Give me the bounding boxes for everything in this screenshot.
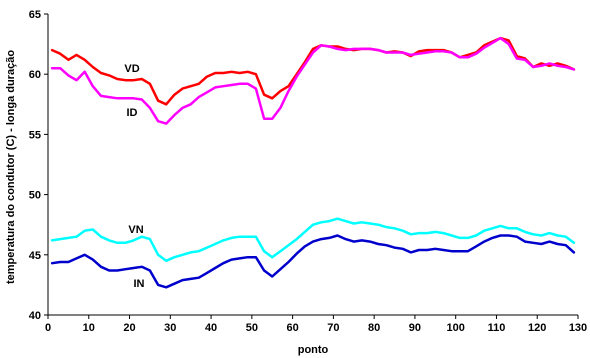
x-tick-label: 110: [488, 322, 506, 334]
x-tick-label: 40: [205, 322, 217, 334]
series-line-vn: [50, 217, 576, 263]
y-tick-label: 50: [29, 190, 41, 202]
x-axis: 0 10 20 30 40 50 60 70 80 90 100 110 120 130: [45, 314, 587, 334]
series-line-vd: [50, 36, 576, 106]
series-labels: VD ID VN IN: [124, 63, 144, 290]
series-label-vn: VN: [128, 224, 143, 236]
x-tick-label: 30: [164, 322, 176, 334]
y-tick-label: 55: [29, 129, 41, 141]
x-tick-label: 10: [83, 322, 95, 334]
series-label-vd: VD: [124, 63, 139, 75]
x-axis-title: ponto: [298, 344, 329, 356]
x-tick-label: 20: [123, 322, 135, 334]
y-tick-label: 60: [29, 69, 41, 81]
y-tick-label: 65: [29, 9, 41, 21]
series-layer: [50, 36, 576, 289]
x-tick-label: 100: [447, 322, 465, 334]
x-tick-label: 90: [409, 322, 421, 334]
x-tick-label: 0: [45, 322, 51, 334]
x-tick-label: 130: [569, 322, 587, 334]
y-tick-label: 45: [29, 250, 41, 262]
x-tick-label: 60: [286, 322, 298, 334]
series-label-id: ID: [127, 107, 138, 119]
x-tick-label: 80: [368, 322, 380, 334]
series-line-id: [50, 36, 576, 125]
x-tick-label: 120: [528, 322, 546, 334]
series-line-in: [50, 234, 576, 289]
x-tick-label: 50: [246, 322, 258, 334]
y-tick-label: 40: [29, 310, 41, 322]
x-tick-label: 70: [327, 322, 339, 334]
y-axis: 40 45 50 55 60 65: [29, 9, 49, 322]
y-axis-title: temperatura do condutor (C) - longa dura…: [5, 50, 17, 284]
series-label-in: IN: [134, 278, 145, 290]
